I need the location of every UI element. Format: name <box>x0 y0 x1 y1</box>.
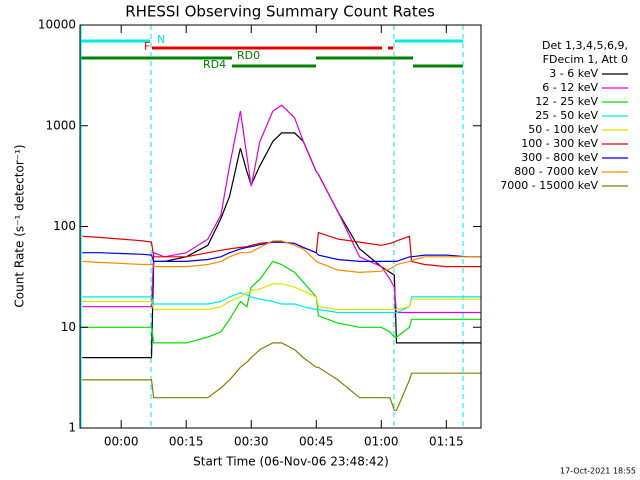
x-tick-label: 00:30 <box>234 435 269 449</box>
plot-area <box>82 104 481 411</box>
chart-title: RHESSI Observing Summary Count Rates <box>125 3 435 21</box>
series-line <box>82 104 481 314</box>
legend-title: Det 1,3,4,5,6,9, <box>542 39 628 52</box>
y-tick-label: 10 <box>61 320 76 334</box>
legend-label: 800 - 7000 keV <box>514 165 598 178</box>
legend-label: 12 - 25 keV <box>535 95 598 108</box>
legend-title: FDecim 1, Att 0 <box>543 53 628 66</box>
y-tick-label: 100 <box>53 219 76 233</box>
y-tick-label: 1 <box>68 421 76 435</box>
legend-label: 100 - 300 keV <box>521 137 598 150</box>
y-tick-label: 10000 <box>38 18 76 32</box>
series-line <box>82 240 481 274</box>
series-line <box>82 292 481 314</box>
x-tick-label: 00:45 <box>299 435 334 449</box>
legend-label: 50 - 100 keV <box>528 123 598 136</box>
legend-label: 3 - 6 keV <box>549 67 598 80</box>
y-axis-label: Count Rate (s⁻¹ detector⁻¹) <box>13 144 27 307</box>
y-tick-label: 1000 <box>45 118 76 132</box>
series-line <box>82 241 481 262</box>
footer: 17-Oct-2021 18:55 <box>560 467 636 476</box>
series-line <box>82 283 481 311</box>
status-bars <box>80 39 463 68</box>
annotation: N <box>157 33 165 46</box>
annotation: RD4 <box>203 58 226 71</box>
x-tick-label: 00:15 <box>169 435 204 449</box>
series-line <box>82 260 481 344</box>
annotation: RD0 <box>237 49 260 62</box>
legend-label: 7000 - 15000 keV <box>500 179 598 192</box>
x-tick-label: 00:00 <box>104 435 139 449</box>
annotation: F <box>144 40 150 53</box>
legend-label: 300 - 800 keV <box>521 151 598 164</box>
x-tick-label: 01:15 <box>429 435 464 449</box>
legend-label: 25 - 50 keV <box>535 109 598 122</box>
series-line <box>82 342 481 411</box>
x-axis-label: Start Time (06-Nov-06 23:48:42) <box>193 455 389 469</box>
x-tick-label: 01:00 <box>364 435 399 449</box>
legend-label: 6 - 12 keV <box>542 81 598 94</box>
